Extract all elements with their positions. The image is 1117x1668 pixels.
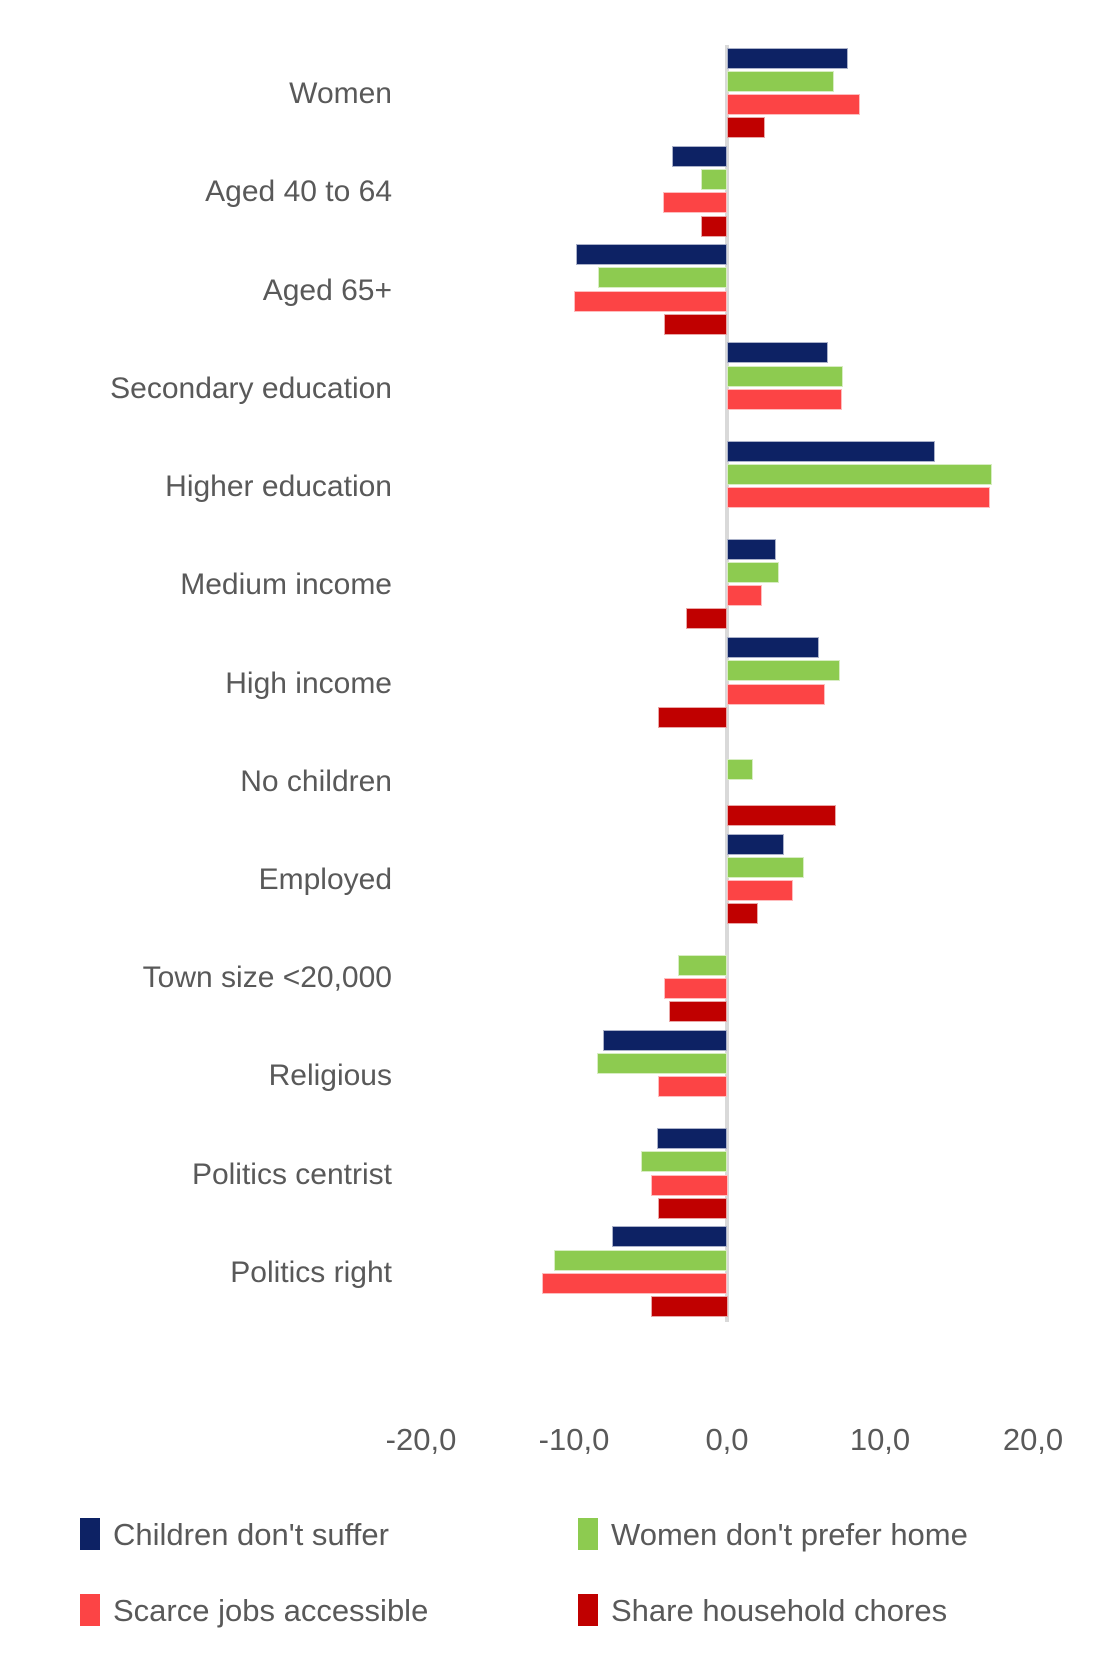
category-label: Town size <20,000 <box>142 961 392 994</box>
category-label: Politics right <box>230 1256 392 1289</box>
bar <box>701 216 727 237</box>
bar <box>727 562 779 583</box>
bar <box>727 464 992 485</box>
legend-label: Share household chores <box>611 1592 948 1628</box>
bar <box>542 1273 727 1294</box>
bar <box>686 608 727 629</box>
bar <box>727 117 765 138</box>
bar <box>603 1030 727 1051</box>
legend-swatch <box>80 1594 100 1626</box>
category-label: Religious <box>268 1059 392 1092</box>
x-axis-tick-label: -20,0 <box>385 1422 457 1457</box>
bar <box>598 267 727 288</box>
x-axis-tick-label: 10,0 <box>849 1422 911 1457</box>
legend-item: Children don't suffer <box>80 1512 389 1556</box>
legend-swatch <box>80 1518 100 1550</box>
bar <box>663 192 727 213</box>
bar <box>727 903 758 924</box>
bar <box>669 1001 727 1022</box>
x-axis-tick-label: 0,0 <box>705 1422 749 1457</box>
bar <box>664 978 727 999</box>
bar <box>727 48 848 69</box>
legend-label: Scarce jobs accessible <box>113 1592 429 1628</box>
bar <box>727 71 834 92</box>
bar <box>727 366 843 387</box>
legend-item: Share household chores <box>578 1588 947 1632</box>
bar <box>554 1250 727 1271</box>
bar <box>727 539 776 560</box>
bar <box>672 146 727 167</box>
bar <box>641 1151 727 1172</box>
bar <box>727 834 784 855</box>
bar <box>727 487 990 508</box>
category-label: Aged 40 to 64 <box>205 175 392 208</box>
category-label: No children <box>240 765 392 798</box>
bar <box>574 291 727 312</box>
bar <box>727 94 860 115</box>
legend-label: Women don't prefer home <box>611 1516 968 1552</box>
x-axis-tick-label: -10,0 <box>538 1422 610 1457</box>
bar <box>597 1053 727 1074</box>
bar <box>727 660 840 681</box>
bar <box>727 585 762 606</box>
category-label: Aged 65+ <box>262 274 392 307</box>
x-axis-tick-label: 20,0 <box>1002 1422 1064 1457</box>
bar <box>658 1198 727 1219</box>
bar <box>657 1128 727 1149</box>
bar <box>651 1296 728 1317</box>
category-label: Politics centrist <box>191 1158 392 1191</box>
category-label: Employed <box>258 863 392 896</box>
bar <box>658 707 727 728</box>
legend-swatch <box>578 1518 598 1550</box>
bar <box>727 389 842 410</box>
bar <box>727 857 804 878</box>
bar <box>678 955 727 976</box>
legend-label: Children don't suffer <box>113 1516 389 1552</box>
bar <box>727 441 935 462</box>
bar <box>651 1175 728 1196</box>
y-axis-zero-line <box>725 45 729 1322</box>
bar <box>727 880 793 901</box>
category-label: Higher education <box>165 470 392 503</box>
bar <box>612 1226 727 1247</box>
bar <box>701 169 727 190</box>
category-label: Women <box>289 77 392 110</box>
bar <box>727 684 825 705</box>
bar <box>727 805 836 826</box>
legend-item: Scarce jobs accessible <box>80 1588 428 1632</box>
legend-item: Women don't prefer home <box>578 1512 968 1556</box>
bar <box>658 1076 727 1097</box>
legend-swatch <box>578 1594 598 1626</box>
bar <box>576 244 727 265</box>
category-label: Secondary education <box>110 372 392 405</box>
bar <box>727 342 828 363</box>
bar <box>664 314 727 335</box>
bar <box>727 759 753 780</box>
category-label: Medium income <box>180 568 392 601</box>
category-label: High income <box>225 667 392 700</box>
bar <box>727 637 819 658</box>
